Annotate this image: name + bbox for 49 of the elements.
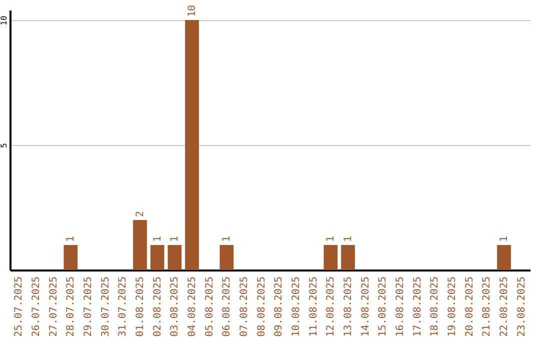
x-tick-label: 14.08.2025 <box>360 276 372 337</box>
bar <box>341 245 355 270</box>
x-tick-label: 16.08.2025 <box>395 276 406 337</box>
x-tick-label: 31.07.2025 <box>118 276 129 337</box>
x-tick-label: 25.07.2025 <box>14 276 25 337</box>
bar <box>220 245 234 270</box>
bar <box>64 245 78 270</box>
data-label: 2 <box>135 210 146 217</box>
x-tick-label: 28.07.2025 <box>66 276 77 337</box>
bar <box>324 245 338 270</box>
x-tick-label: 30.07.2025 <box>100 276 112 337</box>
data-label: 1 <box>152 236 164 242</box>
x-tick-label: 17.08.2025 <box>412 276 424 337</box>
x-tick-label: 26.07.2025 <box>31 276 42 337</box>
data-label: 1 <box>170 236 181 242</box>
data-label: 1 <box>343 236 354 242</box>
x-tick-label: 19.08.2025 <box>447 276 458 337</box>
x-tick-label: 22.08.2025 <box>499 276 510 337</box>
x-tick-label: 29.07.2025 <box>83 276 94 337</box>
bar <box>150 245 164 270</box>
data-label: 1 <box>499 236 510 242</box>
x-tick-label: 09.08.2025 <box>274 276 285 337</box>
data-label: 1 <box>326 236 337 242</box>
data-label: 10 <box>187 4 198 17</box>
x-tick-label: 10.08.2025 <box>291 276 302 337</box>
x-tick-label: 13.08.2025 <box>343 276 354 337</box>
x-tick-label: 20.08.2025 <box>464 276 476 337</box>
x-tick-label: 02.08.2025 <box>152 276 164 337</box>
x-tick-label: 18.08.2025 <box>430 276 441 337</box>
x-tick-label: 27.07.2025 <box>48 276 60 337</box>
bar <box>497 245 511 270</box>
data-label: 1 <box>66 236 77 242</box>
bar <box>133 220 147 270</box>
x-tick-label: 11.08.2025 <box>308 276 320 337</box>
x-tick-label: 05.08.2025 <box>204 276 216 337</box>
x-tick-label: 12.08.2025 <box>326 276 337 337</box>
x-tick-label: 07.08.2025 <box>239 276 250 337</box>
y-tick-label: 5 <box>0 142 8 148</box>
x-tick-label: 15.08.2025 <box>378 276 389 337</box>
x-tick-label: 08.08.2025 <box>256 276 268 337</box>
x-tick-label: 06.08.2025 <box>222 276 233 337</box>
x-tick-label: 03.08.2025 <box>170 276 181 337</box>
x-tick-label: 23.08.2025 <box>516 276 528 337</box>
bar <box>185 20 199 270</box>
x-tick-label: 04.08.2025 <box>187 276 198 337</box>
x-tick-label: 01.08.2025 <box>135 276 146 337</box>
bar <box>168 245 182 270</box>
data-label: 1 <box>222 236 233 242</box>
x-tick-label: 21.08.2025 <box>482 276 493 337</box>
